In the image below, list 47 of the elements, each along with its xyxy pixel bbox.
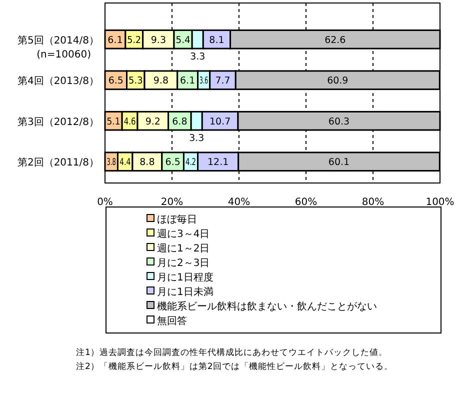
data-label: 8.1 <box>209 34 224 46</box>
data-label: 5.3 <box>128 76 144 87</box>
data-label: 3.3 <box>189 133 204 144</box>
y-tick-label: 第4回（2013/8） <box>17 75 99 88</box>
data-label: 60.3 <box>328 116 350 128</box>
legend-label: 月に1日程度 <box>157 272 214 284</box>
data-label: 4.2 <box>185 157 201 168</box>
x-tick-label: 60% <box>294 197 318 208</box>
x-tick-label: 100% <box>426 197 454 208</box>
data-label: 5.2 <box>127 34 142 46</box>
text: 注2）「機能系ビール飲料」は第2回では「機能性ビール飲料」となっている。 <box>76 361 393 372</box>
data-label: 8.8 <box>140 157 155 168</box>
data-label: 62.6 <box>324 34 346 46</box>
data-label: 6.5 <box>165 157 180 168</box>
data-label: 9.3 <box>150 34 166 46</box>
legend-label: 週に1～2日 <box>157 244 210 254</box>
data-label: 6.1 <box>108 34 123 46</box>
data-label: 4.6 <box>124 116 139 128</box>
x-tick-label: 40% <box>228 197 250 208</box>
data-label: 4.4 <box>119 157 135 168</box>
y-tick-label: 第5回（2014/8） (n=10060) <box>17 34 99 60</box>
data-label: 12.1 <box>207 157 229 168</box>
y-tick-label: 第3回（2012/8） <box>17 116 99 128</box>
data-label: 5.4 <box>176 34 191 46</box>
data-label: 9.2 <box>145 116 160 128</box>
legend-label: 月に1日未満 <box>157 286 214 298</box>
legend-label: 週に3～4日 <box>157 229 210 240</box>
data-label: 3.6 <box>200 76 215 87</box>
text: 注1）過去調査は今回調査の性年代構成比にあわせてウエイトバックした値。 <box>76 347 388 358</box>
legend-label: 無回答 <box>157 315 187 327</box>
data-label: 5.1 <box>106 116 122 128</box>
legend-label: ほぼ毎日 <box>157 214 197 226</box>
x-tick-label: 80% <box>362 197 384 208</box>
legend-label: 機能系ビール飲料は飲まない・飲んだことがない <box>157 300 377 312</box>
x-tick-label: 0% <box>97 197 113 208</box>
data-label: 9.8 <box>153 76 168 87</box>
data-label: 60.9 <box>327 76 348 87</box>
data-label: 7.7 <box>215 76 230 87</box>
data-label: 6.8 <box>172 116 188 128</box>
y-tick-label: 第2回（2011/8） <box>17 156 99 169</box>
data-label: 6.1 <box>180 76 196 87</box>
data-label: 3.3 <box>190 52 206 63</box>
data-label: 60.1 <box>328 157 350 168</box>
data-label: 10.7 <box>209 116 231 128</box>
legend-label: 月に2～3日 <box>157 258 210 269</box>
x-tick-label: 20% <box>160 197 184 208</box>
data-label: 6.5 <box>108 76 124 87</box>
